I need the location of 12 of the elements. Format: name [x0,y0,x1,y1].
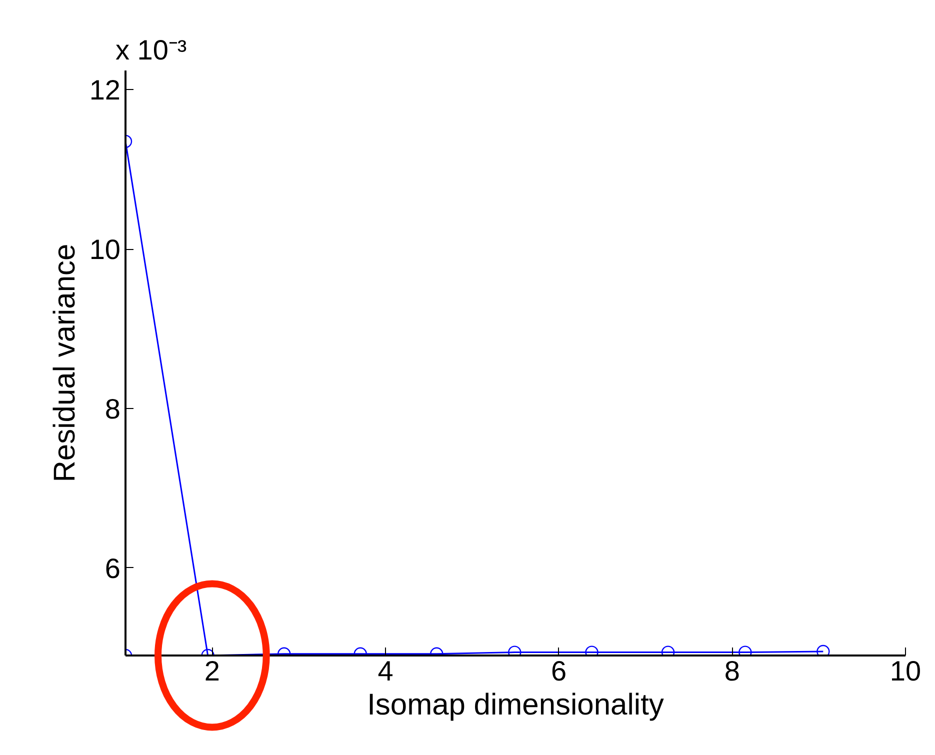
x-tick-label: 10 [890,656,922,686]
x-tick-label: 4 [378,656,394,686]
y-tick-label: 6 [104,552,121,584]
y-tick-label: 8 [104,393,121,424]
y-tick-label: 10 [89,234,121,266]
y-tick-label: 12 [89,74,121,106]
x-tick-label: 6 [551,656,567,686]
text: x 10⁻³ [116,34,187,66]
x-tick-label: 2 [204,656,220,686]
x-axis-title: Isomap dimensionality [367,688,664,722]
x-tick-label: 8 [724,656,740,686]
y-axis-title: Residual variance [48,244,82,482]
